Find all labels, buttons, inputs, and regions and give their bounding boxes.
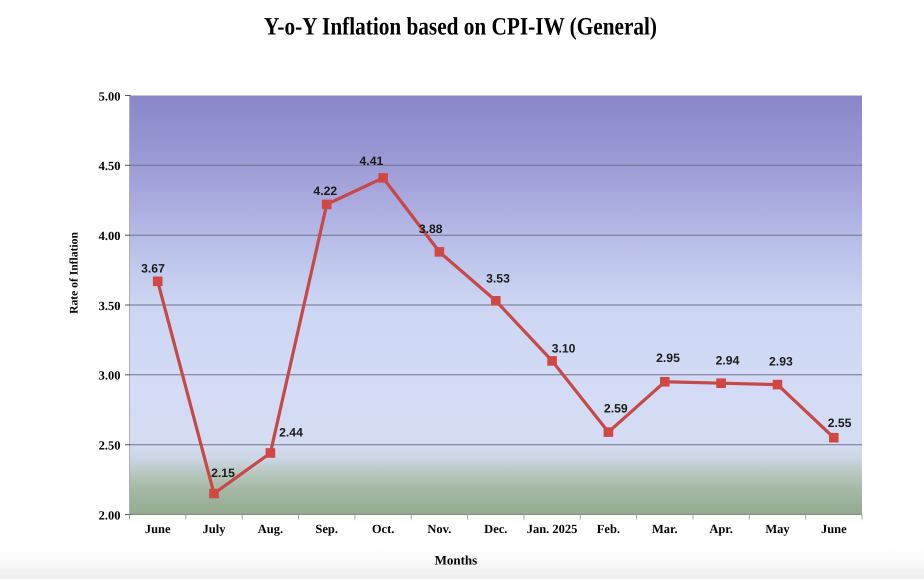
svg-text:2.15: 2.15 [211,466,235,480]
svg-text:3.88: 3.88 [419,222,443,236]
svg-text:June: June [145,522,171,536]
svg-text:4.41: 4.41 [360,154,384,168]
svg-text:Y-o-Y Inflation based on CPI-I: Y-o-Y Inflation based on CPI-IW (General… [264,14,657,41]
svg-text:Sep.: Sep. [315,522,338,536]
svg-text:2.44: 2.44 [279,425,303,439]
svg-text:3.10: 3.10 [552,342,576,356]
svg-text:5.00: 5.00 [99,89,121,103]
svg-text:June: June [821,522,847,536]
svg-text:2.59: 2.59 [604,402,628,416]
svg-text:4.00: 4.00 [99,229,121,243]
svg-text:3.53: 3.53 [486,272,510,286]
svg-text:Aug.: Aug. [258,522,283,536]
svg-text:Oct.: Oct. [372,522,395,536]
svg-text:3.00: 3.00 [99,369,121,383]
svg-text:4.22: 4.22 [313,184,337,198]
svg-text:3.50: 3.50 [99,299,121,313]
svg-text:Jan. 2025: Jan. 2025 [527,522,578,536]
svg-text:July: July [203,522,227,536]
svg-text:Apr.: Apr. [709,522,733,536]
svg-text:2.55: 2.55 [828,416,852,430]
svg-text:Dec.: Dec. [484,522,507,536]
svg-text:May: May [765,522,790,536]
svg-text:Nov.: Nov. [427,522,451,536]
svg-text:2.50: 2.50 [99,439,121,453]
svg-text:Feb.: Feb. [597,522,620,536]
svg-text:2.94: 2.94 [716,354,740,368]
svg-text:2.00: 2.00 [99,508,121,522]
svg-text:Mar.: Mar. [652,522,678,536]
svg-text:2.93: 2.93 [769,354,793,368]
svg-text:Rate of Inflation: Rate of Inflation [68,232,81,314]
svg-text:Months: Months [435,553,478,568]
svg-text:3.67: 3.67 [141,262,165,276]
svg-text:2.95: 2.95 [656,351,680,365]
svg-text:4.50: 4.50 [99,159,121,173]
